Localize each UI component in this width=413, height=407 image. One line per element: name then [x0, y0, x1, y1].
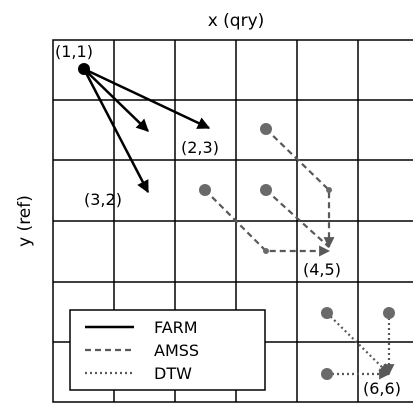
origin-node — [78, 63, 90, 75]
amss-paths — [204, 128, 335, 257]
dtw-node — [321, 368, 333, 380]
amss-path-upper — [265, 128, 335, 249]
x-axis-label: x (qry) — [208, 11, 265, 31]
farm-arrows — [82, 67, 211, 194]
amss-nodes — [199, 123, 332, 254]
legend: FARM AMSS DTW — [69, 309, 266, 391]
label-origin: (1,1) — [55, 42, 93, 61]
amss-node-small — [263, 248, 269, 254]
dtw-nodes — [321, 307, 395, 380]
amss-node-small — [326, 187, 332, 193]
farm-arrow-to-3-2 — [82, 68, 150, 194]
dtw-node — [321, 307, 333, 319]
farm-arrow-to-2-3 — [83, 67, 211, 130]
legend-farm-label: FARM — [154, 318, 198, 337]
legend-dtw-label: DTW — [154, 364, 192, 383]
amss-node — [199, 184, 211, 196]
amss-path-middle — [265, 189, 330, 248]
label-3-2: (3,2) — [84, 190, 122, 209]
label-6-6: (6,6) — [363, 379, 401, 398]
label-4-5: (4,5) — [303, 260, 341, 279]
legend-amss-label: AMSS — [154, 341, 199, 360]
dtw-node — [383, 307, 395, 319]
amss-node — [260, 123, 272, 135]
y-axis-label: y (ref) — [15, 195, 35, 247]
farm-arrow-to-2-2 — [83, 68, 149, 132]
legend-box — [69, 309, 266, 391]
dtw-paths — [326, 312, 395, 380]
amss-node — [260, 184, 272, 196]
label-2-3: (2,3) — [181, 138, 219, 157]
